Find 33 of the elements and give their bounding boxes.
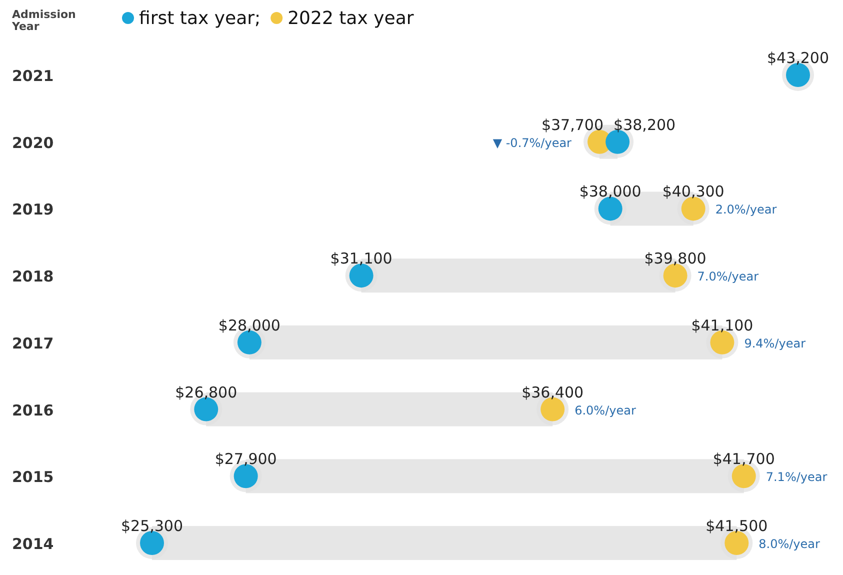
legend-label: 2022 tax year bbox=[288, 8, 414, 29]
annotation: 8.0%/year bbox=[758, 537, 820, 551]
y-axis-title: Admission Year bbox=[11, 8, 76, 33]
y-tick-label: 2016 bbox=[12, 401, 54, 420]
annotation: ▼ -0.7%/year bbox=[492, 136, 572, 150]
annotation: 6.0%/year bbox=[574, 403, 636, 418]
y-tick-label: 2015 bbox=[12, 468, 54, 486]
data-label: $39,800 bbox=[644, 250, 706, 268]
data-label: $36,400 bbox=[522, 383, 584, 402]
y-tick-label: 2017 bbox=[12, 334, 54, 352]
data-label: $28,000 bbox=[218, 316, 280, 334]
y-tick-label: 2014 bbox=[12, 535, 54, 553]
data-label: $26,800 bbox=[175, 383, 238, 402]
data-label: $43,200 bbox=[766, 49, 830, 67]
annotation: 9.4%/year bbox=[744, 336, 806, 350]
annotation: 7.0%/year bbox=[697, 270, 759, 284]
data-label: $38,000 bbox=[579, 182, 642, 201]
data-label: $40,300 bbox=[662, 182, 724, 201]
y-tick-label: 2020 bbox=[12, 134, 54, 152]
annotation: 7.1%/year bbox=[766, 470, 828, 484]
y-tick-label: 2019 bbox=[12, 200, 54, 219]
data-label: $37,700 bbox=[541, 116, 604, 134]
y-tick-label: 2018 bbox=[12, 268, 54, 286]
data-label: $25,300 bbox=[120, 517, 184, 535]
data-label: $38,200 bbox=[614, 116, 676, 134]
data-label: $41,100 bbox=[691, 316, 754, 334]
data-label: $31,100 bbox=[330, 250, 392, 268]
data-label: $27,900 bbox=[214, 450, 277, 468]
legend-label: first tax year; bbox=[139, 8, 261, 29]
y-tick-label: 2021 bbox=[12, 67, 54, 85]
annotation: 2.0%/year bbox=[715, 202, 777, 217]
data-label: $41,500 bbox=[706, 517, 768, 535]
data-label: $41,700 bbox=[712, 450, 775, 468]
